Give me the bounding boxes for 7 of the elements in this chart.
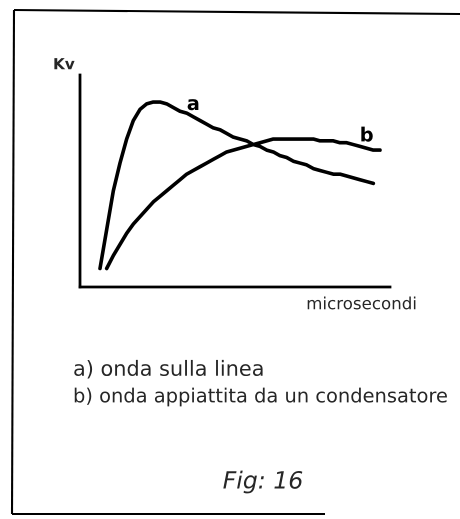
x-axis-title: microsecondi	[308, 296, 416, 310]
text: a) onda sulla linea	[74, 360, 263, 378]
series-label: b	[361, 126, 373, 142]
y-axis-title: Kv	[54, 58, 75, 70]
series-label: a	[188, 99, 198, 110]
text: b) onda appiattita da un condensatore	[74, 388, 447, 406]
text: Fig: 16	[223, 470, 302, 494]
